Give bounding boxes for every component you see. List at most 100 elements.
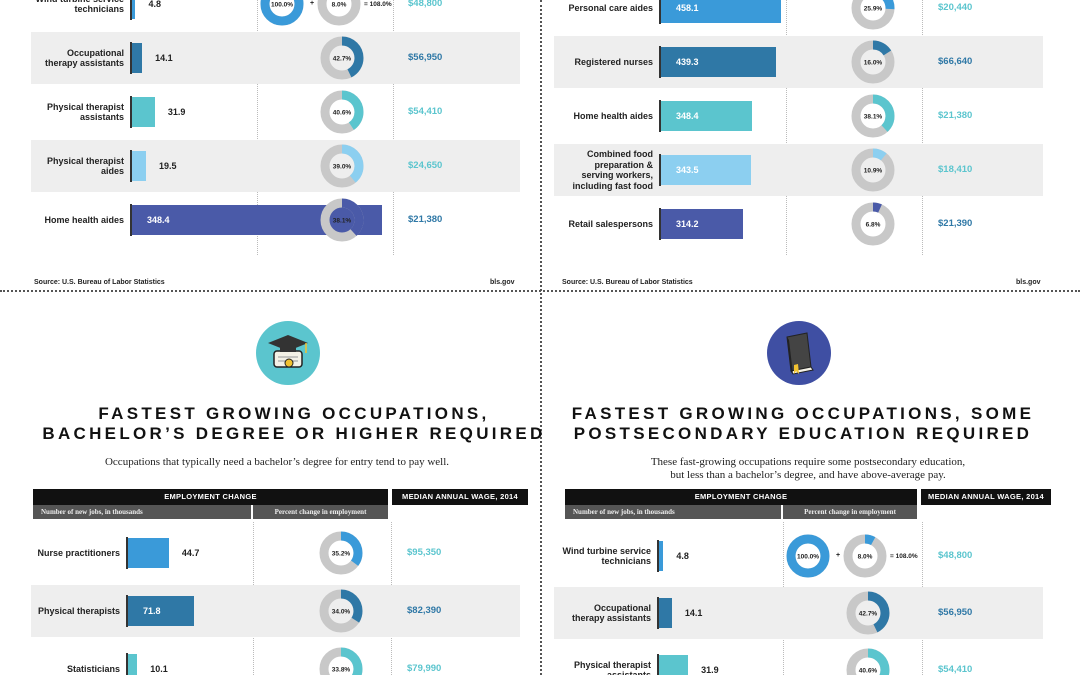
donut-percent-label: 38.1% [864,113,883,120]
median-wage: $21,380 [938,110,973,121]
row-label: Physical therapist assistants [46,101,124,123]
percent-donut: 39.0% [320,144,364,188]
vertical-divider [540,0,542,675]
percent-donut: 35.2% [319,531,363,575]
jobs-bar [132,205,382,235]
bar-axis-line [657,540,659,572]
jobs-bar [661,209,743,239]
donut-percent-label: 100.0% [797,553,819,560]
row-label: Home health aides [44,214,124,225]
jobs-bar [132,97,155,127]
jobs-bar [659,541,664,571]
donut-percent-label: 8.0% [858,553,873,560]
donut-percent-label: 100.0% [271,1,293,8]
row-stripe [554,587,1043,639]
percent-donut: 100.0% [260,0,304,26]
bar-axis-line [659,0,661,24]
median-wage: $56,950 [938,607,973,618]
source-site: bls.gov [1016,279,1041,286]
percent-donut: 38.1% [851,94,895,138]
median-wage: $95,350 [407,547,442,558]
median-wage: $24,650 [408,160,443,171]
book-bookmark-icon [767,321,831,385]
donut-percent-label: 16.0% [864,59,883,66]
jobs-bar [132,151,146,181]
percent-donut: 42.7% [846,591,890,635]
jobs-value: 14.1 [684,607,703,618]
median-wage: $56,950 [408,52,443,63]
jobs-bar [661,47,776,77]
donut-value-arc [319,531,363,575]
median-wage: $21,390 [938,218,973,229]
donut-value-arc [319,589,363,633]
donut-value-arc [851,202,895,246]
total-percent: = 108.0% [364,1,392,8]
header-employment-change: EMPLOYMENT CHANGE [565,489,917,505]
column-divider [922,0,923,255]
bar-axis-line [126,537,128,569]
jobs-value: 44.7 [181,547,200,558]
donut-value-arc [319,647,363,675]
jobs-value: 348.4 [147,214,170,225]
row-label: Occupational therapy assistants [571,602,651,624]
header-employment-change: EMPLOYMENT CHANGE [33,489,388,505]
jobs-bar [659,598,672,628]
row-label: Registered nurses [574,56,653,67]
donut-percent-label: 40.6% [333,109,352,116]
source-note: Source: U.S. Bureau of Labor Statistics [34,279,165,286]
bar-axis-line [659,154,661,186]
donut-percent-label: 34.0% [332,608,351,615]
donut-value-arc [851,0,895,30]
donut-value-arc [843,534,887,578]
jobs-bar [128,654,138,675]
donut-value-arc [851,40,895,84]
median-wage: $20,440 [938,2,973,13]
donut-value-arc [320,36,364,80]
jobs-value: 314.2 [676,218,699,229]
header-median-wage: MEDIAN ANNUAL WAGE, 2014 [921,489,1051,505]
bar-axis-line [126,595,128,627]
median-wage: $21,380 [408,214,443,225]
donut-percent-label: 39.0% [333,163,352,170]
jobs-bar [132,0,136,19]
median-wage: $48,800 [938,550,973,561]
bar-axis-line [126,653,128,675]
row-label: Personal care aides [568,2,653,13]
median-wage: $54,410 [408,106,443,117]
percent-donut: 10.9% [851,148,895,192]
percent-donut: 40.6% [320,90,364,134]
jobs-value: 343.5 [676,164,699,175]
subheader-percent-change: Percent change in employment [253,505,388,519]
bar-axis-line [659,46,661,78]
row-stripe [554,144,1043,196]
jobs-value: 31.9 [701,664,719,675]
bar-axis-line [130,42,132,74]
donut-percent-label: 6.8% [866,221,881,228]
chart-title: FASTEST GROWING OCCUPATIONS, SOME [571,404,1035,423]
donut-percent-label: 35.2% [332,550,351,557]
row-stripe [31,32,520,84]
jobs-bar [661,155,751,185]
jobs-bar [128,538,169,568]
jobs-value: 10.1 [150,663,168,674]
donut-percent-label: 42.7% [859,610,878,617]
jobs-bar [659,655,689,675]
graduation-cap-diploma-icon [256,321,320,385]
percent-donut: 6.8% [851,202,895,246]
bar-axis-line [130,96,132,128]
donut-value-arc [320,144,364,188]
subheader-new-jobs: Number of new jobs, in thousands [33,505,251,519]
donut-value-arc [786,534,830,578]
jobs-value: 14.1 [155,52,173,63]
jobs-value: 439.3 [676,56,699,67]
donut-value-arc [846,591,890,635]
row-label: Physical therapist aides [46,155,124,177]
donut-percent-label: 38.1% [333,217,352,224]
chart-title: FASTEST GROWING OCCUPATIONS, [98,404,490,423]
chart-subtitle: Occupations that typically need a bachel… [104,456,450,468]
percent-donut-extra: 8.0% [843,534,887,578]
donut-value-arc [851,94,895,138]
percent-donut-extra: 8.0% [317,0,361,26]
median-wage: $54,410 [938,664,973,675]
jobs-value: 31.9 [167,106,186,117]
